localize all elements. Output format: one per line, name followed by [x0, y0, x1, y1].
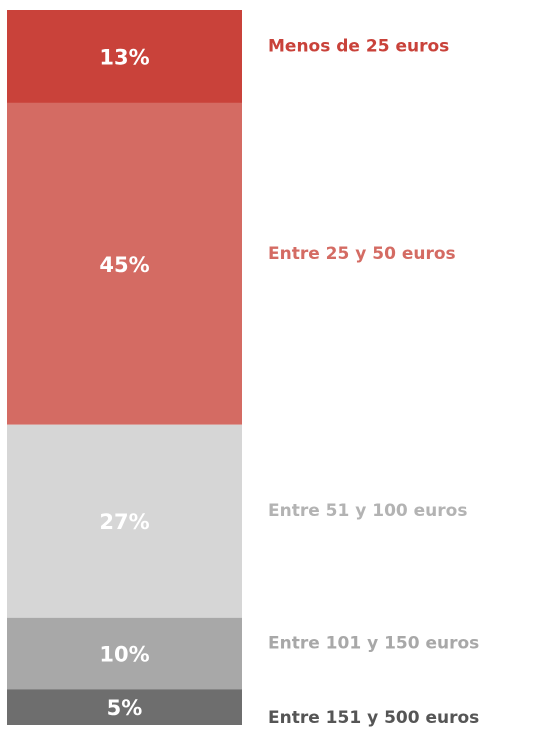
- data-label: 10%: [99, 643, 149, 667]
- legend-label: Entre 151 y 500 euros: [268, 708, 479, 728]
- data-label: 13%: [99, 45, 149, 69]
- bar-segment: [7, 617, 242, 690]
- data-label: 5%: [107, 696, 143, 720]
- bar-segment: [7, 689, 242, 725]
- legend-label: Entre 101 y 150 euros: [268, 634, 479, 654]
- legend-label: Entre 51 y 100 euros: [268, 501, 467, 521]
- bar-segment: [7, 102, 242, 425]
- data-label: 45%: [99, 253, 149, 277]
- bar-segment: [7, 424, 242, 618]
- bar-segment: [7, 10, 242, 103]
- legend-label: Entre 25 y 50 euros: [268, 244, 456, 264]
- data-label: 27%: [99, 510, 149, 534]
- legend-label: Menos de 25 euros: [268, 36, 449, 56]
